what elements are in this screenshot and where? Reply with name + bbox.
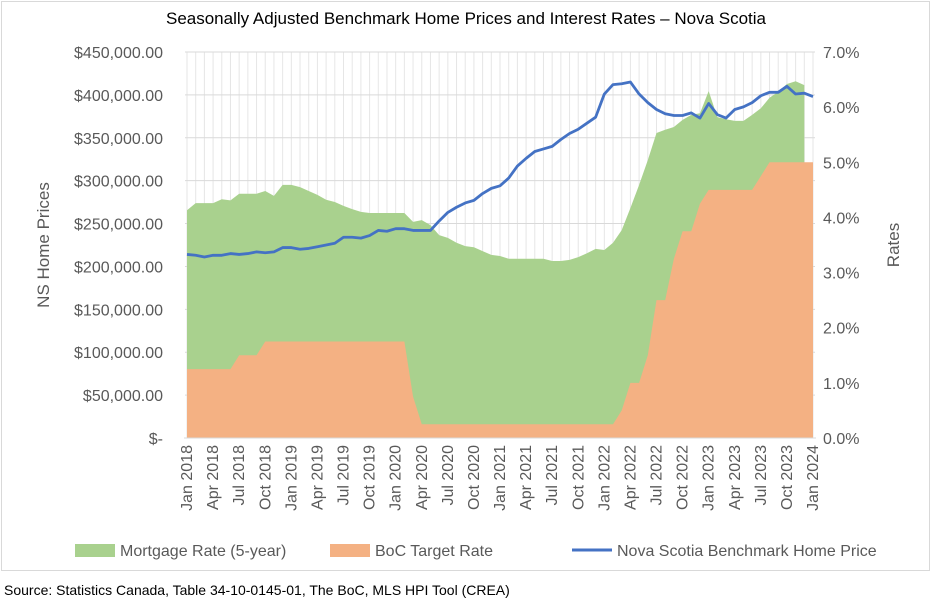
x-tick-label: Oct 2023 — [779, 445, 796, 510]
y-tick-label-left: $450,000.00 — [74, 45, 163, 62]
x-tick-label: Jul 2020 — [440, 445, 457, 506]
x-tick-label: Oct 2018 — [257, 445, 274, 510]
legend-swatch — [330, 544, 370, 557]
x-tick-label: Oct 2021 — [570, 445, 587, 510]
x-tick-label: Jul 2022 — [649, 445, 666, 506]
y-tick-label-left: $50,000.00 — [83, 388, 163, 405]
legend-swatch — [75, 544, 115, 557]
area-series — [184, 81, 816, 439]
line-nova-scotia-benchmark-home-price — [186, 80, 814, 259]
legend-label: Nova Scotia Benchmark Home Price — [617, 543, 877, 560]
chart-title: Seasonally Adjusted Benchmark Home Price… — [166, 9, 767, 28]
x-tick-label: Jan 2023 — [701, 445, 718, 511]
area-boc-target-rate — [187, 162, 813, 439]
y-tick-label-right: 0.0% — [823, 431, 859, 448]
y-tick-label-left: $300,000.00 — [74, 174, 163, 191]
x-tick-label: Oct 2020 — [466, 445, 483, 510]
y-tick-label-left: $- — [149, 431, 163, 448]
y-tick-label-right: 1.0% — [823, 376, 859, 393]
legend-label: BoC Target Rate — [375, 543, 493, 560]
y-tick-label-left: $200,000.00 — [74, 259, 163, 276]
y-tick-label-left: $250,000.00 — [74, 217, 163, 234]
y-tick-label-left: $400,000.00 — [74, 88, 163, 105]
source-note: Source: Statistics Canada, Table 34-10-0… — [4, 582, 510, 598]
y-tick-label-left: $100,000.00 — [74, 345, 163, 362]
x-tick-label: Oct 2019 — [362, 445, 379, 510]
x-tick-label: Apr 2022 — [622, 445, 639, 510]
y-axis-left: $- $50,000.00 $100,000.00 $150,000.00 $200,0… — [74, 45, 163, 448]
legend: Mortgage Rate (5-year) BoC Target Rate Nov… — [75, 543, 877, 560]
y-tick-label-right: 2.0% — [823, 321, 859, 338]
x-tick-label: Jul 2019 — [336, 445, 353, 506]
x-tick-label: Apr 2021 — [518, 445, 535, 510]
x-tick-label: Oct 2022 — [675, 445, 692, 510]
x-tick-label: Jul 2018 — [231, 445, 248, 506]
x-tick-label: Apr 2023 — [727, 445, 744, 510]
y-axis-left-title: NS Home Prices — [34, 182, 53, 308]
y-axis-right-title: Rates — [884, 223, 903, 267]
y-tick-label-right: 7.0% — [823, 45, 859, 62]
x-tick-label: Apr 2019 — [309, 445, 326, 510]
line-series — [186, 80, 814, 259]
x-axis: Jan 2018 Apr 2018 Jul 2018 Oct 2018 Jan 2019… — [179, 445, 822, 511]
x-tick-label: Apr 2018 — [205, 445, 222, 510]
x-tick-label: Jan 2021 — [492, 445, 509, 511]
y-tick-label-left: $150,000.00 — [74, 302, 163, 319]
x-tick-label: Apr 2020 — [414, 445, 431, 510]
y-tick-label-right: 6.0% — [823, 100, 859, 117]
x-tick-label: Jul 2023 — [753, 445, 770, 506]
x-tick-label: Jan 2019 — [283, 445, 300, 511]
x-tick-label: Jan 2018 — [179, 445, 196, 511]
y-tick-label-right: 5.0% — [823, 155, 859, 172]
x-tick-label: Jul 2021 — [544, 445, 561, 506]
y-tick-label-right: 3.0% — [823, 266, 859, 283]
y-tick-label-left: $350,000.00 — [74, 131, 163, 148]
x-tick-label: Jan 2020 — [388, 445, 405, 511]
x-tick-label: Jan 2024 — [805, 445, 822, 511]
chart-frame — [1, 1, 930, 571]
x-tick-label: Jan 2022 — [596, 445, 613, 511]
y-tick-label-right: 4.0% — [823, 210, 859, 227]
y-axis-right: 0.0% 1.0% 2.0% 3.0% 4.0% 5.0% 6.0% 7.0% — [823, 45, 859, 448]
legend-label: Mortgage Rate (5-year) — [120, 543, 286, 560]
